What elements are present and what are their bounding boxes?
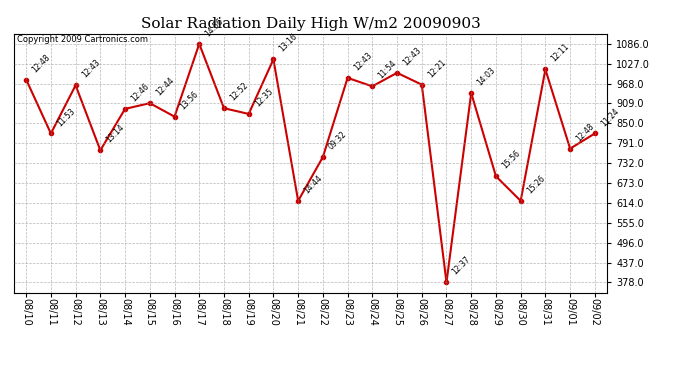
Title: Solar Radiation Daily High W/m2 20090903: Solar Radiation Daily High W/m2 20090903 bbox=[141, 17, 480, 31]
Text: 14:44: 14:44 bbox=[302, 174, 324, 195]
Text: 12:43: 12:43 bbox=[80, 58, 101, 80]
Text: 15:56: 15:56 bbox=[500, 149, 522, 171]
Text: 14:03: 14:03 bbox=[475, 66, 497, 87]
Text: 12:48: 12:48 bbox=[30, 53, 52, 74]
Text: 12:21: 12:21 bbox=[426, 57, 448, 79]
Text: 12:37: 12:37 bbox=[451, 255, 473, 277]
Text: 09:32: 09:32 bbox=[327, 130, 349, 152]
Text: 12:44: 12:44 bbox=[154, 76, 176, 98]
Text: 15:26: 15:26 bbox=[525, 174, 546, 195]
Text: 12:52: 12:52 bbox=[228, 81, 250, 103]
Text: 12:46: 12:46 bbox=[129, 82, 151, 104]
Text: 14:56: 14:56 bbox=[204, 16, 225, 38]
Text: 11:53: 11:53 bbox=[55, 106, 77, 128]
Text: 12:43: 12:43 bbox=[401, 45, 423, 67]
Text: 12:48: 12:48 bbox=[574, 122, 596, 143]
Text: 12:11: 12:11 bbox=[549, 42, 571, 64]
Text: 13:14: 13:14 bbox=[104, 123, 126, 145]
Text: 12:43: 12:43 bbox=[352, 51, 373, 72]
Text: 11:54: 11:54 bbox=[377, 59, 398, 81]
Text: 13:56: 13:56 bbox=[179, 89, 201, 111]
Text: Copyright 2009 Cartronics.com: Copyright 2009 Cartronics.com bbox=[17, 35, 148, 44]
Text: 13:16: 13:16 bbox=[277, 32, 299, 54]
Text: 12:35: 12:35 bbox=[253, 87, 275, 108]
Text: 11:24: 11:24 bbox=[599, 106, 621, 128]
